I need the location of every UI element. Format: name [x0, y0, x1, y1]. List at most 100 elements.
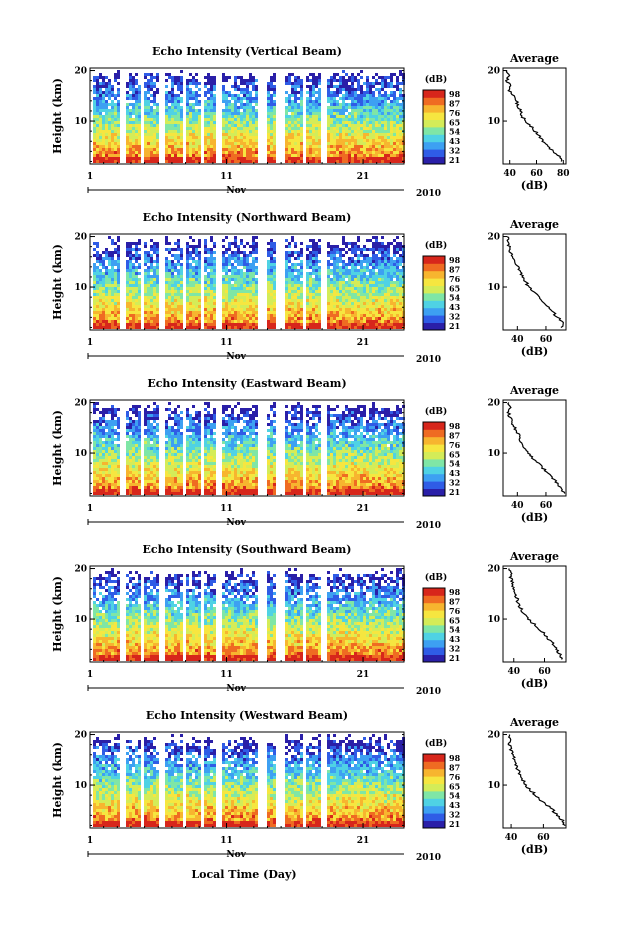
colorbar-band — [423, 444, 445, 452]
avg-x-tick-label: 40 — [503, 169, 516, 179]
x-tick-label: 21 — [357, 836, 370, 846]
colorbar-band — [423, 97, 445, 106]
colorbar-band — [423, 805, 445, 814]
colorbar-band — [423, 602, 445, 611]
average-profile-line — [506, 236, 564, 329]
x-tick-label: 11 — [220, 836, 233, 846]
y-tick-label: 20 — [74, 67, 87, 77]
colorbar-band — [423, 436, 445, 445]
colorbar-frame — [422, 587, 446, 663]
colorbar-tick-label: 54 — [449, 293, 461, 303]
colorbar-band — [423, 134, 445, 143]
plot-frame — [89, 233, 405, 331]
colorbar-tick-label: 65 — [449, 449, 460, 459]
colorbar-band — [423, 112, 445, 120]
colorbar-band — [423, 798, 445, 807]
colorbar-band — [423, 90, 445, 98]
colorbar-tick-label: 87 — [449, 264, 460, 274]
colorbar-tick-label: 65 — [449, 781, 460, 791]
colorbar-band — [423, 632, 445, 641]
colorbar-band — [423, 595, 445, 604]
colorbar-tick-label: 76 — [449, 108, 461, 118]
colorbar-tick-label: 54 — [449, 791, 461, 801]
avg-y-tick-label: 10 — [487, 615, 500, 625]
chart-panel-0: Echo Intensity (Vertical Beam) Height (km… — [51, 45, 570, 199]
year-label: 2010 — [416, 355, 441, 365]
colorbar-band — [423, 278, 445, 286]
average-panel: Average 20 10 40 60(dB) — [487, 550, 567, 690]
colorbar-band — [423, 156, 445, 165]
x-tick-label: 1 — [87, 338, 93, 348]
heatmap — [93, 734, 405, 827]
heatmap — [93, 568, 405, 661]
avg-x-tick-label: 40 — [505, 833, 518, 843]
x-tick-label: 11 — [220, 338, 233, 348]
colorbar-band — [423, 127, 445, 135]
colorbar-tick-label: 98 — [449, 255, 461, 265]
x-axis-label: Local Time (Day) — [191, 868, 296, 881]
colorbar-tick-label: 43 — [449, 800, 461, 810]
colorbar-tick-label: 54 — [449, 127, 461, 137]
average-x-label: (dB) — [521, 345, 548, 358]
colorbar-tick-label: 21 — [449, 155, 460, 165]
colorbar-frame — [422, 255, 446, 331]
x-tick-label: 11 — [220, 172, 233, 182]
colorbar-band — [423, 617, 445, 626]
avg-x-tick-label: 80 — [557, 169, 570, 179]
colorbar-tick-label: 43 — [449, 468, 461, 478]
heatmap — [93, 402, 405, 495]
average-title: Average — [509, 716, 559, 729]
colorbar-band — [423, 422, 445, 430]
y-tick-label: 10 — [74, 117, 87, 127]
colorbar-band — [423, 270, 445, 279]
chart-panel-4: Echo Intensity (Westward Beam) Height (km… — [51, 709, 567, 863]
x-tick-label: 21 — [357, 504, 370, 514]
colorbar-tick-label: 65 — [449, 117, 460, 127]
y-tick-label: 20 — [74, 731, 87, 741]
average-profile-line — [506, 402, 566, 494]
average-panel: Average 20 10 40 60(dB) — [487, 384, 567, 524]
chart-title: Echo Intensity (Vertical Beam) — [152, 45, 342, 58]
colorbar-tick-label: 21 — [449, 819, 460, 829]
x-tick-label: 11 — [220, 670, 233, 680]
colorbar-band — [423, 285, 445, 294]
y-axis-label: Height (km) — [51, 244, 64, 320]
colorbar-band — [423, 639, 445, 648]
plot-frame — [89, 565, 405, 663]
average-title: Average — [509, 218, 559, 231]
colorbar-band — [423, 256, 445, 264]
average-profile-line — [505, 70, 563, 162]
y-tick-label: 10 — [74, 615, 87, 625]
colorbar-unit: (dB) — [425, 406, 447, 417]
year-label: 2010 — [416, 853, 441, 863]
chart-title: Echo Intensity (Westward Beam) — [146, 709, 348, 722]
average-profile-line — [508, 568, 563, 660]
colorbar-frame — [422, 753, 446, 829]
avg-y-tick-label: 20 — [487, 233, 500, 243]
average-x-label: (dB) — [521, 843, 548, 856]
chart-title: Echo Intensity (Northward Beam) — [143, 211, 352, 224]
colorbar-band — [423, 654, 445, 663]
colorbar-frame — [422, 421, 446, 497]
average-title: Average — [509, 52, 559, 65]
colorbar-tick-label: 32 — [449, 644, 460, 654]
colorbar-tick-label: 76 — [449, 274, 461, 284]
colorbar-frame — [422, 89, 446, 165]
colorbar-unit: (dB) — [425, 738, 447, 749]
colorbar-band — [423, 625, 445, 633]
colorbar-band — [423, 119, 445, 128]
colorbar-tick-label: 87 — [449, 98, 460, 108]
heatmap — [93, 236, 405, 329]
avg-x-tick-label: 60 — [537, 833, 550, 843]
avg-y-tick-label: 20 — [487, 67, 500, 77]
average-title: Average — [509, 384, 559, 397]
colorbar-tick-label: 87 — [449, 596, 460, 606]
colorbar-tick-label: 76 — [449, 440, 461, 450]
avg-x-tick-label: 60 — [540, 501, 553, 511]
y-axis-label: Height (km) — [51, 78, 64, 154]
colorbar-band — [423, 149, 445, 157]
plot-frame — [89, 731, 405, 829]
